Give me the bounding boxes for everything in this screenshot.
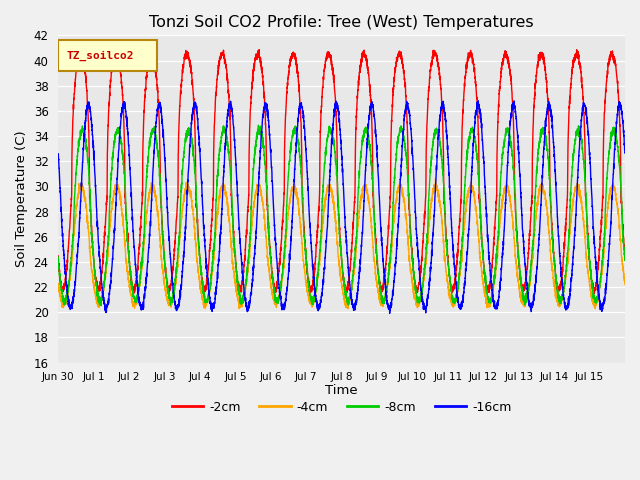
-4cm [393, 190, 401, 195]
Title: Tonzi Soil CO2 Profile: Tree (West) Temperatures: Tonzi Soil CO2 Profile: Tree (West) Temp… [149, 15, 534, 30]
Line: -4cm: -4cm [58, 179, 625, 309]
-4cm [591, 306, 599, 312]
-8cm [363, 127, 371, 133]
-4cm [432, 176, 440, 181]
-16cm [497, 267, 505, 273]
Line: -2cm: -2cm [58, 49, 625, 294]
-4cm [172, 281, 180, 287]
-16cm [386, 311, 394, 316]
-4cm [540, 188, 548, 194]
-8cm [394, 139, 401, 144]
-2cm [394, 56, 401, 62]
-16cm [172, 304, 180, 310]
-8cm [97, 303, 105, 309]
-4cm [525, 284, 533, 290]
-8cm [255, 122, 262, 128]
Text: TZ_soilco2: TZ_soilco2 [67, 51, 134, 61]
Legend: -2cm, -4cm, -8cm, -16cm: -2cm, -4cm, -8cm, -16cm [166, 396, 516, 419]
-16cm [54, 151, 62, 156]
-2cm [363, 57, 371, 62]
-16cm [394, 236, 401, 241]
-4cm [621, 282, 629, 288]
-8cm [172, 269, 180, 275]
-2cm [255, 47, 263, 52]
-16cm [363, 148, 371, 154]
-16cm [540, 146, 548, 152]
Line: -8cm: -8cm [58, 125, 625, 306]
FancyBboxPatch shape [58, 40, 157, 72]
-2cm [172, 228, 180, 234]
X-axis label: Time: Time [325, 384, 358, 397]
-2cm [54, 253, 62, 259]
-2cm [497, 70, 505, 75]
-16cm [621, 150, 629, 156]
-8cm [497, 166, 505, 172]
-2cm [525, 240, 533, 246]
-2cm [540, 57, 548, 62]
-2cm [621, 255, 629, 261]
-8cm [540, 128, 548, 134]
-16cm [474, 98, 482, 104]
-4cm [497, 208, 505, 214]
-8cm [54, 254, 62, 260]
Y-axis label: Soil Temperature (C): Soil Temperature (C) [15, 131, 28, 267]
-4cm [363, 190, 371, 196]
-2cm [591, 291, 598, 297]
-8cm [621, 257, 629, 263]
Line: -16cm: -16cm [58, 101, 625, 313]
-16cm [525, 298, 533, 304]
-8cm [525, 281, 533, 287]
-4cm [54, 282, 62, 288]
